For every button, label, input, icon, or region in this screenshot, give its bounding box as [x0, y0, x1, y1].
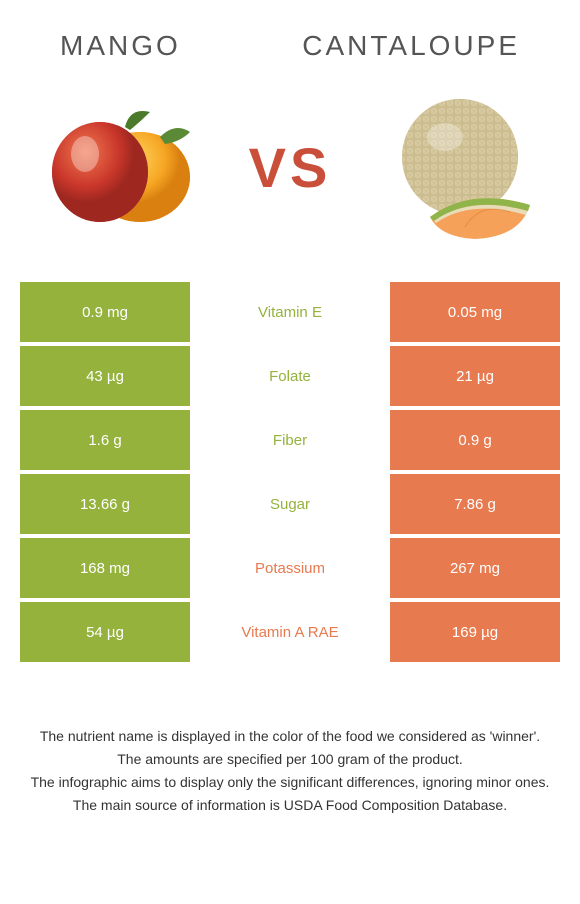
cell-left-value: 13.66 g	[20, 474, 190, 534]
table-row: 0.9 mgVitamin E0.05 mg	[20, 282, 560, 342]
cell-nutrient-name: Vitamin A RAE	[190, 602, 390, 662]
cell-right-value: 169 µg	[390, 602, 560, 662]
cantaloupe-image	[370, 87, 550, 247]
cell-right-value: 0.9 g	[390, 410, 560, 470]
footer-line: The infographic aims to display only the…	[20, 772, 560, 793]
vs-label: VS	[249, 135, 332, 200]
table-row: 43 µgFolate21 µg	[20, 346, 560, 406]
footer-notes: The nutrient name is displayed in the co…	[0, 666, 580, 838]
cell-left-value: 168 mg	[20, 538, 190, 598]
cell-right-value: 0.05 mg	[390, 282, 560, 342]
footer-line: The main source of information is USDA F…	[20, 795, 560, 816]
food-title-right: Cantaloupe	[302, 30, 520, 62]
cell-left-value: 43 µg	[20, 346, 190, 406]
cell-nutrient-name: Vitamin E	[190, 282, 390, 342]
cell-nutrient-name: Fiber	[190, 410, 390, 470]
cell-nutrient-name: Folate	[190, 346, 390, 406]
table-row: 54 µgVitamin A RAE169 µg	[20, 602, 560, 662]
table-row: 13.66 gSugar7.86 g	[20, 474, 560, 534]
food-title-left: Mango	[60, 30, 181, 62]
cell-right-value: 267 mg	[390, 538, 560, 598]
cell-left-value: 1.6 g	[20, 410, 190, 470]
images-row: VS	[0, 72, 580, 282]
table-row: 168 mgPotassium267 mg	[20, 538, 560, 598]
footer-line: The nutrient name is displayed in the co…	[20, 726, 560, 747]
footer-line: The amounts are specified per 100 gram o…	[20, 749, 560, 770]
cell-left-value: 54 µg	[20, 602, 190, 662]
table-row: 1.6 gFiber0.9 g	[20, 410, 560, 470]
cell-nutrient-name: Potassium	[190, 538, 390, 598]
cell-right-value: 7.86 g	[390, 474, 560, 534]
cell-nutrient-name: Sugar	[190, 474, 390, 534]
mango-image	[30, 87, 210, 247]
cell-right-value: 21 µg	[390, 346, 560, 406]
header: Mango Cantaloupe	[0, 0, 580, 72]
cell-left-value: 0.9 mg	[20, 282, 190, 342]
nutrient-table: 0.9 mgVitamin E0.05 mg43 µgFolate21 µg1.…	[20, 282, 560, 662]
